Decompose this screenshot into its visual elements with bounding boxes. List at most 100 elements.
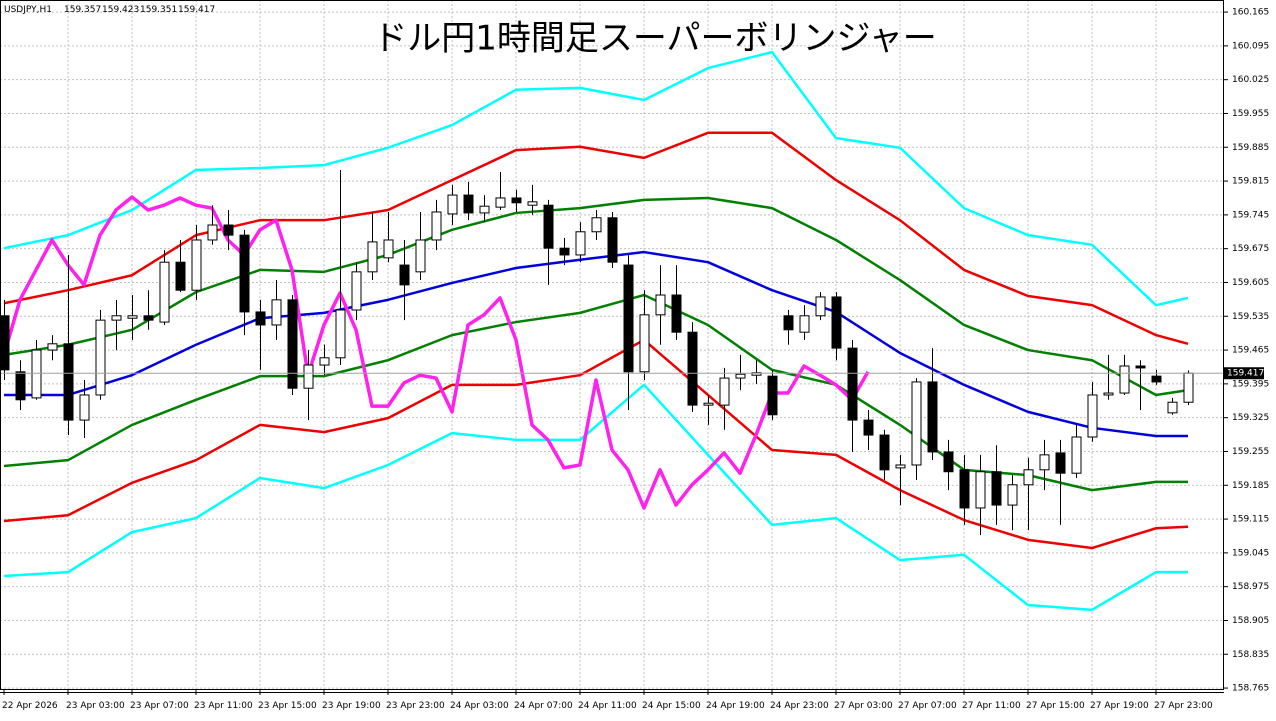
candle-body [79,394,90,421]
x-tick-label: 23 Apr 07:00 [130,701,189,711]
x-tick-label: 24 Apr 23:00 [770,701,829,711]
candle-body [607,217,618,263]
x-tick-label: 24 Apr 11:00 [578,701,637,711]
candle-body [207,224,218,241]
candle-body [287,299,298,389]
candle-body [1183,372,1194,403]
y-tick-label: 159.955 [1232,109,1269,119]
candle-body [1151,375,1162,383]
candle-body [799,315,810,333]
line [3,131,1189,345]
candle-body [47,343,58,351]
candle-body [863,419,874,436]
y-tick-label: 159.885 [1232,143,1269,153]
candle-body [1167,401,1178,414]
y-tick-label: 159.605 [1232,278,1269,288]
candle-body [543,204,554,249]
line [3,338,1189,550]
y-tick-label: 159.255 [1232,447,1269,457]
line [3,196,1189,397]
candle-body [735,373,746,379]
candle-body [63,343,74,421]
y-tick-label: 159.675 [1232,244,1269,254]
header: USDJPY,H1 159.357 159.423 159.351 159.417 [4,5,215,15]
candles [0,169,1194,536]
x-tick-label: 23 Apr 15:00 [258,701,317,711]
last-price-box [1224,367,1264,380]
candle-body [239,234,250,313]
candle-body [1039,454,1050,471]
line [3,50,1189,307]
candle-body [303,364,314,389]
candle-body [1055,452,1066,474]
y-tick-label: 159.535 [1232,312,1269,322]
x-tick-label: 24 Apr 07:00 [514,701,573,711]
chart-title: ドル円1時間足スーパーボリンジャー [373,19,937,59]
candle-body [0,315,10,371]
candle-body [719,377,730,406]
header-value: 159.417 [178,5,215,15]
x-tick-label: 27 Apr 23:00 [1154,701,1213,711]
candle-body [431,211,442,241]
last-price-label: 159.417 [1227,369,1264,379]
x-tick-label: 27 Apr 11:00 [962,701,1021,711]
y-tick-label: 159.465 [1232,346,1269,356]
candle-body [175,261,186,291]
x-tick-label: 23 Apr 19:00 [322,701,381,711]
header-value: 159.351 [140,5,177,15]
candle-body [895,464,906,469]
candle-body [559,247,570,256]
plot-frame [0,0,1224,690]
candle-body [463,194,474,214]
x-tick-label: 27 Apr 15:00 [1026,701,1085,711]
candle-body [495,197,506,208]
candle-body [911,381,922,466]
candle-body [575,231,586,256]
x-tick-label: 24 Apr 19:00 [706,701,765,711]
candle-body [927,381,938,453]
candle-body [415,239,426,273]
candle-body [367,241,378,273]
candle-body [383,239,394,259]
candle-body [655,294,666,316]
candle-body [527,201,538,206]
line [3,383,1188,612]
candle-body [815,296,826,317]
candle-body [639,314,650,373]
header-value: 159.423 [102,5,139,15]
candle-body [15,371,26,401]
candle-body [95,319,106,396]
candle-body [1119,365,1130,394]
candle-body [943,451,954,473]
candle-body [703,402,714,406]
x-tick-label: 24 Apr 15:00 [642,701,701,711]
x-tick-label: 23 Apr 03:00 [66,701,125,711]
candle-body [783,315,794,331]
header-value: 159.357 [64,5,101,15]
y-tick-label: 158.905 [1232,616,1269,626]
x-tick-label: 22 Apr 2026 [2,701,58,711]
x-tick-label: 24 Apr 03:00 [450,701,509,711]
y-tick-label: 159.815 [1232,177,1269,187]
symbol: USDJPY,H1 [4,5,52,15]
candle-body [671,294,682,333]
y-tick-label: 158.975 [1232,582,1269,592]
candle-body [447,194,458,215]
candle-body [591,217,602,233]
candle-body [879,434,890,471]
candle-body [127,315,138,319]
candle-body [975,471,986,509]
y-tick-label: 159.325 [1232,413,1269,423]
candle-body [687,331,698,406]
y-tick-label: 160.165 [1232,8,1269,18]
y-tick-label: 158.765 [1232,684,1269,694]
candle-body [159,261,170,323]
line [3,293,1188,492]
y-tick-label: 159.745 [1232,210,1269,220]
candle-body [191,239,202,291]
axes: 160.165 160.095 160.025 159.955 159.885 159.8… [0,8,1269,711]
y-tick-label: 159.115 [1232,515,1269,525]
